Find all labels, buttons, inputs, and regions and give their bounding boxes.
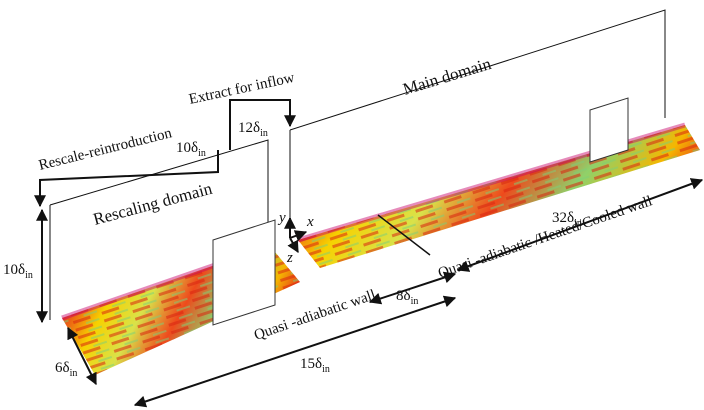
rescaling-domain-label: Rescaling domain bbox=[91, 179, 215, 229]
dim-label: 8δin bbox=[396, 288, 418, 307]
dim-label: 12δin bbox=[238, 120, 268, 139]
dim-main: 12δ bbox=[238, 120, 260, 136]
dim-main: 15δ bbox=[300, 356, 322, 372]
dim-sub: in bbox=[574, 218, 582, 229]
recycle-plane bbox=[213, 220, 275, 325]
rescale-label: Rescale-reintroduction bbox=[37, 125, 174, 174]
extract-label: Extract for inflow bbox=[188, 70, 297, 108]
dim-sub: in bbox=[260, 128, 268, 139]
dim-sub: in bbox=[411, 296, 419, 307]
dim-sub: in bbox=[198, 148, 206, 159]
dim-sub: in bbox=[322, 364, 330, 375]
dim-label: 15δin bbox=[300, 356, 330, 375]
dim-label: 10δin bbox=[176, 140, 206, 159]
axis-x-label: x bbox=[306, 214, 314, 230]
dim-label: 6δin bbox=[55, 360, 77, 379]
dim-main: 32δ bbox=[552, 210, 574, 226]
axis-y-label: y bbox=[277, 210, 286, 226]
dim-main: 10δ bbox=[176, 140, 198, 156]
dim-label: 10δin bbox=[3, 262, 33, 281]
dim-main: 6δ bbox=[55, 360, 70, 376]
axis-z-label: z bbox=[286, 250, 293, 266]
dim-main: 8δ bbox=[396, 288, 411, 304]
dim-sub: in bbox=[25, 270, 33, 281]
main-domain-label: Main domain bbox=[401, 54, 494, 99]
dim-main: 10δ bbox=[3, 262, 25, 278]
diagram: Extract for inflow Rescale-reintroductio… bbox=[0, 0, 704, 410]
dim-sub: in bbox=[70, 368, 78, 379]
